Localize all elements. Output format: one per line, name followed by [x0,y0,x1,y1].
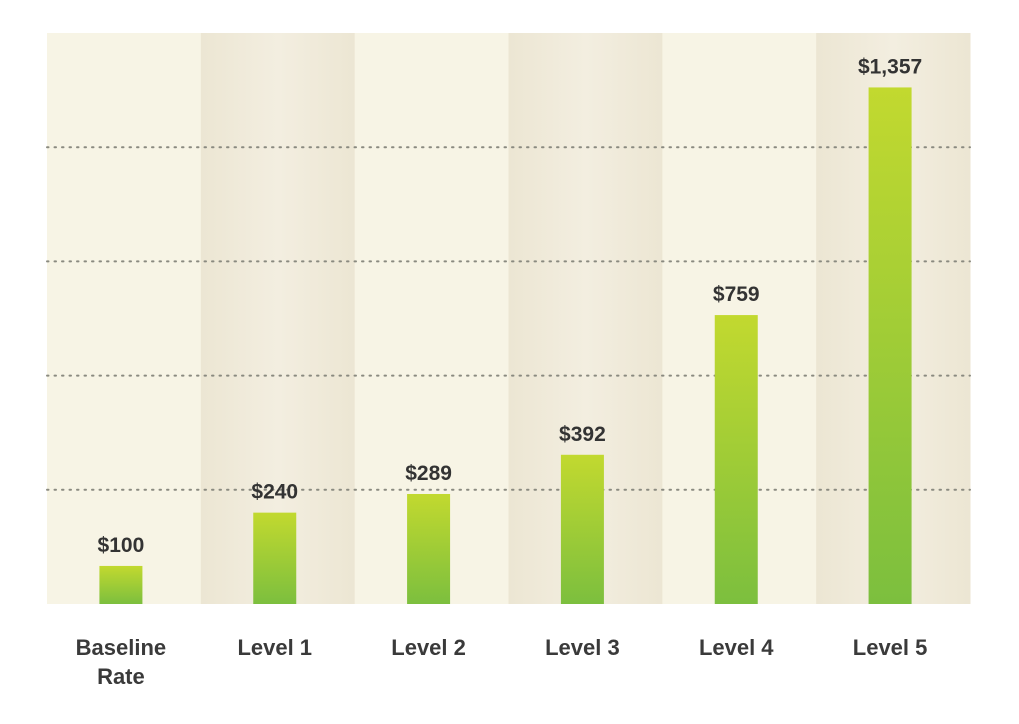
category-label: Level 2 [391,635,466,660]
category-labels: Baseline Rate Level 1 Level 2 Level 3 Level 4… [76,635,928,689]
data-label: $392 [559,423,606,446]
bar [560,454,604,604]
bar [99,565,143,604]
bar [407,493,451,604]
data-label: $240 [251,481,298,504]
background-band [47,33,202,604]
bar [253,512,297,604]
category-label: Level 5 [853,635,928,660]
data-label: $759 [713,283,760,306]
data-label: $289 [405,462,452,485]
category-label: Level 1 [237,635,312,660]
bars [99,87,912,605]
bar [714,315,758,604]
category-label: Level 3 [545,635,620,660]
data-label: $100 [98,534,145,557]
category-label: Level 4 [699,635,774,660]
value-labels: $100 $240 $289 $392 $759 $1,357 [98,55,923,556]
category-label: Baseline Rate [76,635,167,689]
data-label: $1,357 [858,55,922,78]
background-band [200,33,356,604]
bar [868,87,912,605]
background-bands [47,33,971,604]
